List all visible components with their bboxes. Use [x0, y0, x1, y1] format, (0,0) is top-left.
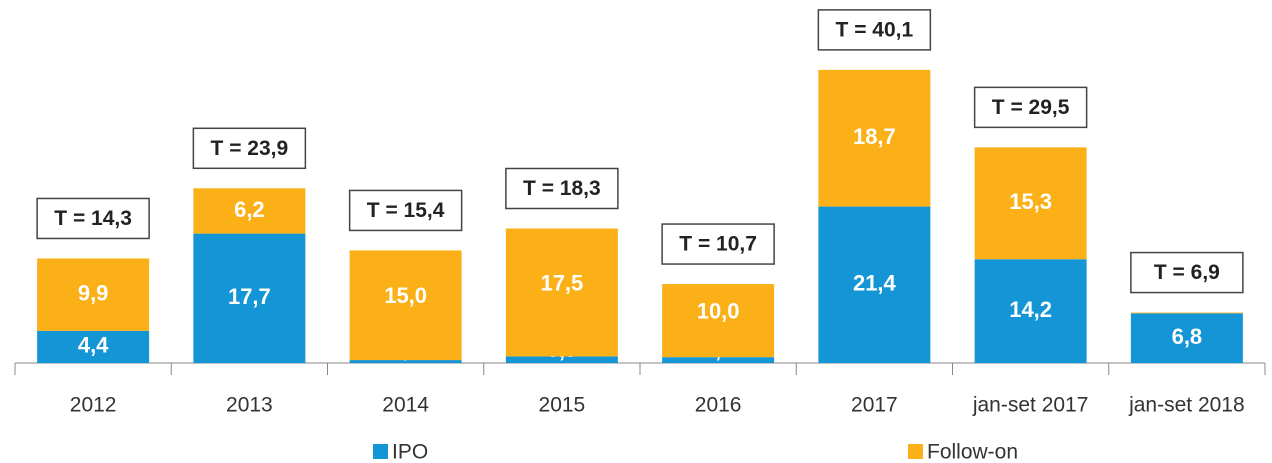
bar-segment: [1130, 313, 1243, 363]
total-box: [192, 127, 307, 170]
value-label: 21,4: [853, 271, 897, 296]
value-label: 17,5: [540, 270, 583, 295]
bar-segment: [349, 360, 462, 363]
bar-segment: [818, 69, 931, 207]
total-box: [817, 9, 932, 51]
total-box: [1130, 251, 1244, 294]
value-label: 18,7: [853, 124, 896, 149]
x-tick-label: 2015: [539, 394, 586, 417]
bar-segment: [37, 258, 150, 331]
total-box: [348, 189, 463, 232]
value-label: 15,0: [384, 283, 427, 308]
value-label: 14,2: [1009, 297, 1052, 322]
x-tick-label: 2014: [382, 394, 429, 417]
bar-segment: [193, 188, 306, 234]
total-label: T = 18,3: [523, 177, 601, 200]
bar-segment: [974, 259, 1087, 363]
legend-swatch: [908, 444, 923, 459]
total-box: [973, 86, 1088, 129]
total-label: T = 23,9: [211, 137, 289, 160]
total-label: T = 29,5: [992, 96, 1070, 119]
value-label: 6,2: [234, 197, 265, 222]
bar-segment: [349, 250, 462, 361]
total-label: T = 40,1: [836, 18, 914, 41]
x-tick-label: jan-set 2018: [1128, 394, 1245, 417]
legend-label: Follow-on: [927, 441, 1018, 463]
total-label: T = 6,9: [1154, 261, 1220, 284]
total-box: [505, 167, 619, 210]
bar-segment: [505, 228, 618, 357]
bar-segment: [662, 357, 775, 363]
x-tick-label: 2017: [851, 394, 898, 417]
bar-segment: [193, 233, 306, 363]
x-tick-label: 2012: [70, 394, 117, 417]
legend-label: IPO: [392, 441, 428, 463]
total-box: [36, 197, 150, 240]
bar-segment: [662, 284, 775, 358]
total-label: T = 14,3: [54, 207, 132, 230]
legend-swatch: [373, 444, 388, 459]
value-label: 15,3: [1009, 189, 1052, 214]
bar-segment: [818, 206, 931, 363]
bar-segment: [1130, 312, 1243, 314]
value-label: 9,9: [78, 280, 109, 305]
bar-segment: [974, 147, 1087, 260]
x-tick-label: jan-set 2017: [972, 394, 1089, 417]
total-label: T = 15,4: [367, 199, 445, 222]
total-label: T = 10,7: [679, 233, 757, 256]
total-box: [661, 223, 775, 265]
value-label: 4,4: [78, 333, 109, 358]
x-tick-label: 2016: [695, 394, 742, 417]
value-label: 10,0: [697, 298, 740, 323]
value-label: 6,8: [1172, 324, 1203, 349]
bar-segment: [37, 330, 150, 363]
value-label: 17,7: [228, 284, 271, 309]
x-tick-label: 2013: [226, 394, 273, 417]
bar-segment: [505, 356, 618, 363]
